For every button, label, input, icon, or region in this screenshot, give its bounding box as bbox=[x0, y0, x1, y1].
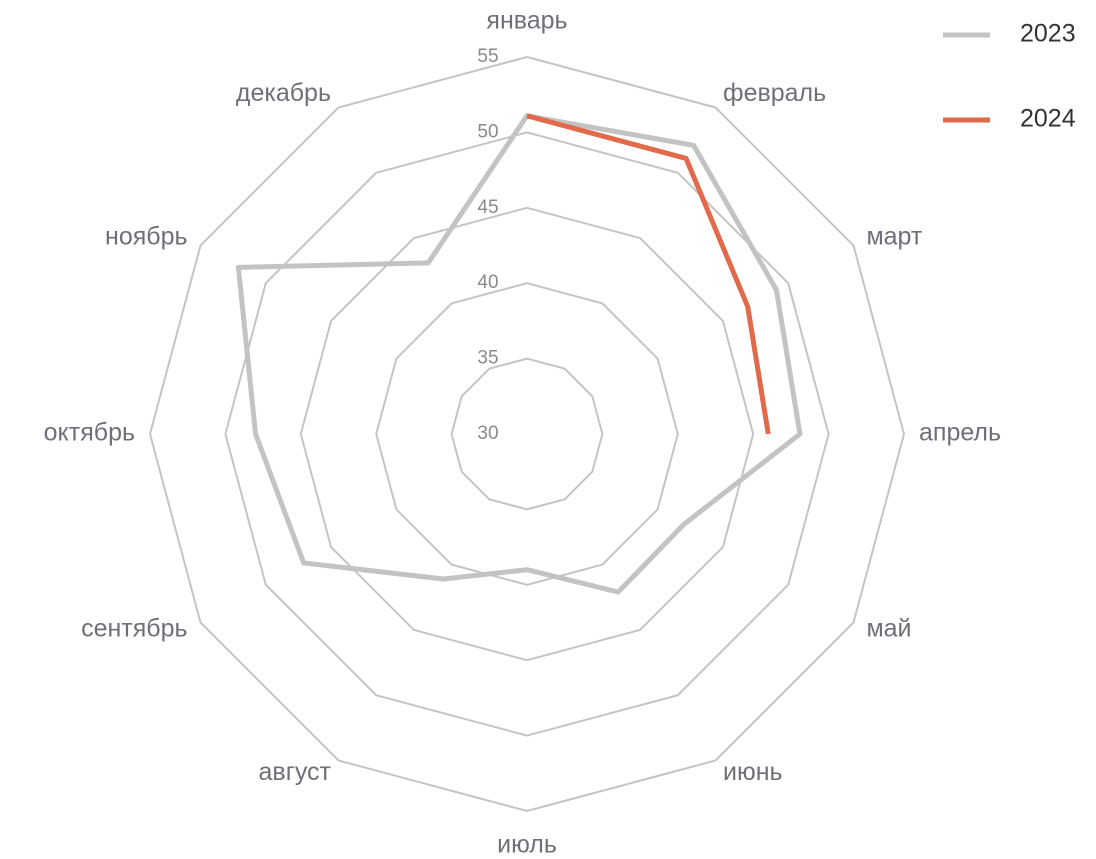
category-label: май bbox=[866, 615, 911, 643]
series-line bbox=[526, 113, 771, 435]
grid-ring bbox=[224, 131, 830, 737]
r-tick-label: 40 bbox=[477, 272, 498, 293]
category-label: август bbox=[259, 758, 332, 786]
grid-ring bbox=[148, 55, 906, 813]
r-tick-label: 30 bbox=[477, 423, 498, 444]
category-label: июль bbox=[497, 831, 557, 859]
legend-label: 2023 bbox=[1020, 20, 1076, 48]
category-label: февраль bbox=[723, 79, 826, 107]
category-label: октябрь bbox=[44, 419, 135, 447]
series-line bbox=[235, 113, 803, 595]
r-tick-label: 55 bbox=[477, 46, 498, 67]
r-tick-label: 50 bbox=[477, 121, 498, 142]
grid-ring bbox=[299, 206, 755, 662]
category-label: декабрь bbox=[236, 79, 331, 107]
legend-label: 2024 bbox=[1020, 105, 1076, 133]
category-label: ноябрь bbox=[105, 223, 188, 251]
grid-ring bbox=[375, 282, 679, 586]
category-label: апрель bbox=[919, 419, 1001, 447]
category-label: март bbox=[866, 223, 922, 251]
r-tick-label: 35 bbox=[477, 348, 498, 369]
category-label: январь bbox=[486, 7, 567, 35]
category-label: июнь bbox=[723, 758, 783, 786]
r-tick-label: 45 bbox=[477, 197, 498, 218]
grid-ring bbox=[450, 357, 604, 511]
category-label: сентябрь bbox=[81, 615, 187, 643]
